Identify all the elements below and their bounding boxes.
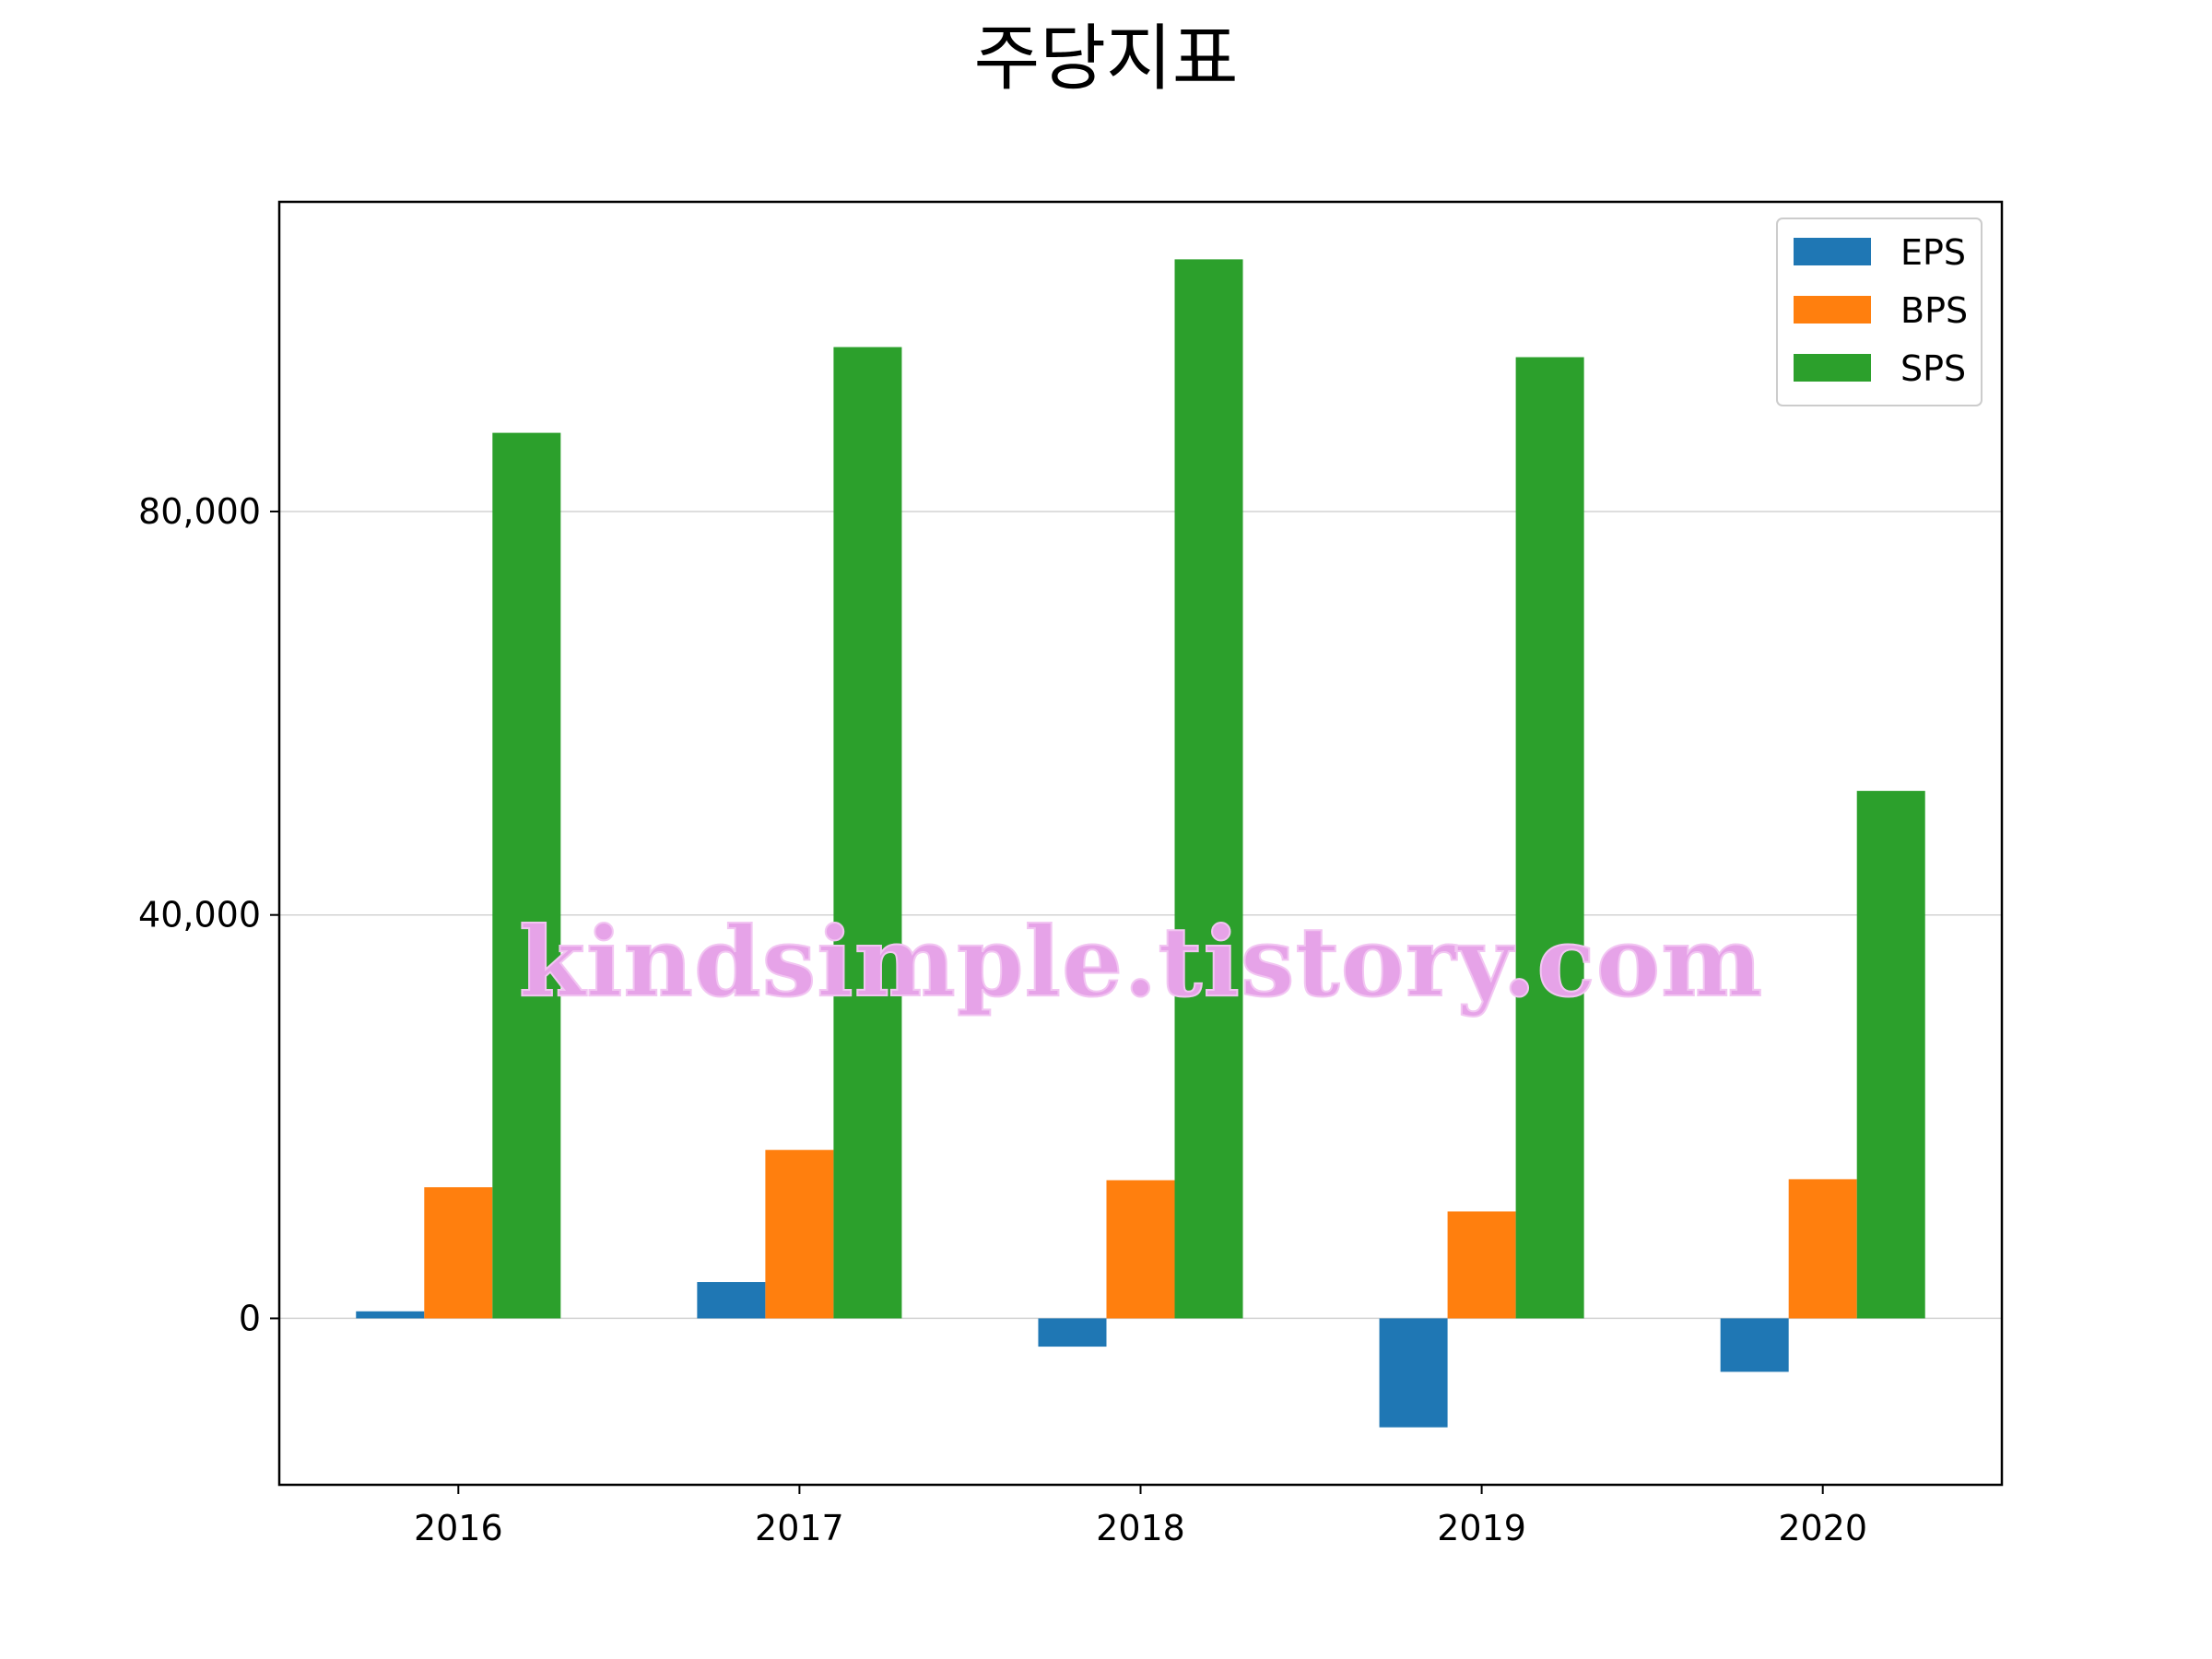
x-tick-label-3: 2019 xyxy=(1437,1508,1526,1548)
legend-label-sps: SPS xyxy=(1900,348,1966,389)
bar-eps-2017 xyxy=(697,1282,766,1319)
bar-sps-2017 xyxy=(833,347,902,1319)
bar-eps-2019 xyxy=(1379,1318,1448,1428)
bar-eps-2018 xyxy=(1038,1318,1107,1347)
y-tick-label-2: 80,000 xyxy=(138,491,261,532)
bar-bps-2018 xyxy=(1106,1180,1175,1319)
x-tick-label-2: 2018 xyxy=(1096,1508,1185,1548)
legend-swatch-sps xyxy=(1794,354,1871,382)
legend-swatch-bps xyxy=(1794,296,1871,324)
bar-sps-2020 xyxy=(1856,791,1925,1319)
x-tick-label-0: 2016 xyxy=(414,1508,503,1548)
x-tick-label-1: 2017 xyxy=(755,1508,844,1548)
bar-sps-2019 xyxy=(1515,357,1584,1319)
bar-eps-2016 xyxy=(356,1311,425,1319)
bars xyxy=(356,259,1925,1428)
bar-bps-2020 xyxy=(1788,1179,1857,1319)
y-tick-label-1: 40,000 xyxy=(138,895,261,935)
watermark: kindsimple.tistory.com xyxy=(519,905,1763,1018)
bar-bps-2016 xyxy=(424,1187,493,1319)
legend-label-eps: EPS xyxy=(1900,232,1966,273)
legend: EPS BPS SPS xyxy=(1776,218,1983,406)
y-tick-label-0: 0 xyxy=(239,1298,261,1338)
legend-swatch-eps xyxy=(1794,238,1871,265)
bar-sps-2016 xyxy=(492,432,561,1319)
bar-eps-2020 xyxy=(1720,1318,1789,1372)
legend-label-bps: BPS xyxy=(1900,290,1968,331)
axis-ticks: 0 40,000 80,000 2016 2017 2018 2019 2020 xyxy=(138,491,1867,1548)
bar-bps-2017 xyxy=(765,1149,834,1319)
chart-title: 주당지표 xyxy=(973,18,1238,100)
bar-sps-2018 xyxy=(1174,259,1243,1319)
x-tick-label-4: 2020 xyxy=(1778,1508,1867,1548)
bar-bps-2019 xyxy=(1447,1211,1516,1319)
